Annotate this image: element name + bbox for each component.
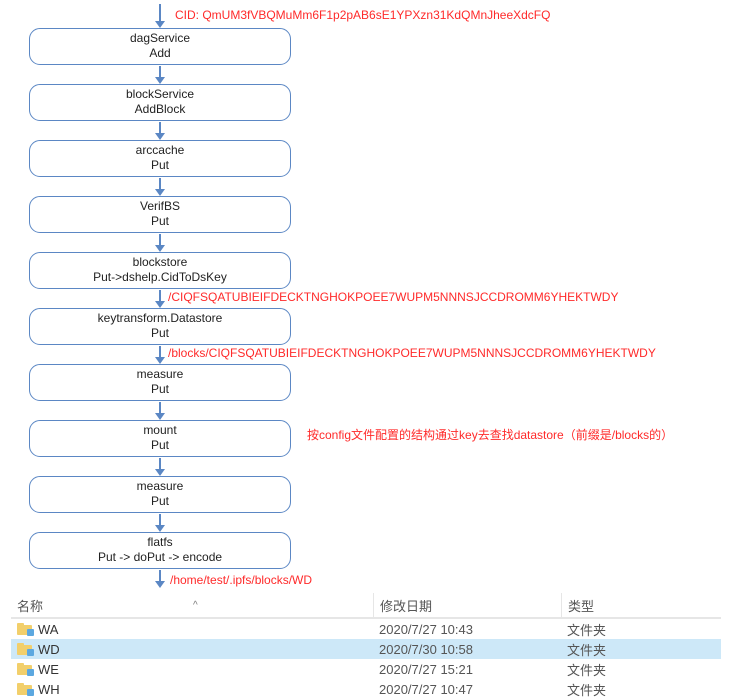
flow-node: VerifBSPut [29,196,291,233]
flow-arrow [159,4,161,22]
table-header-row[interactable]: 名称 ^ 修改日期 类型 [11,593,721,619]
flow-arrow [159,66,161,78]
file-type: 文件夹 [561,620,711,639]
column-header-date[interactable]: 修改日期 [373,593,561,617]
flow-node: keytransform.DatastorePut [29,308,291,345]
flow-node: measurePut [29,364,291,401]
flow-node-subtitle: Put -> doPut -> encode [34,550,286,565]
flow-node-title: flatfs [34,535,286,550]
annotation-text: /home/test/.ipfs/blocks/WD [170,573,312,587]
flow-node-subtitle: Put [34,158,286,173]
folder-icon [17,623,32,635]
file-date: 2020/7/27 10:47 [373,682,561,697]
sort-indicator-icon: ^ [193,600,198,611]
flow-node: dagServiceAdd [29,28,291,65]
file-name: WD [38,642,60,657]
annotation-cid: CID: QmUM3fVBQMuMm6F1p2pAB6sE1YPXzn31KdQ… [175,8,550,22]
table-row[interactable]: WD 2020/7/30 10:58文件夹 [11,639,721,659]
flow-node-title: measure [34,479,286,494]
flow-node-subtitle: Put [34,494,286,509]
flow-arrow [159,290,161,302]
file-explorer-table: 名称 ^ 修改日期 类型 WA2020/7/27 10:43文件夹WD2020/… [11,593,721,699]
flow-node: blockServiceAddBlock [29,84,291,121]
flow-arrow [159,346,161,358]
file-type: 文件夹 [561,660,711,679]
flow-node-title: keytransform.Datastore [34,311,286,326]
flow-node-subtitle: Put [34,382,286,397]
flow-arrow [159,402,161,414]
flow-node-title: measure [34,367,286,382]
folder-icon [17,643,32,655]
column-header-type[interactable]: 类型 [561,593,711,617]
file-name: WE [38,662,59,677]
flow-node: measurePut [29,476,291,513]
flow-node-subtitle: Put [34,438,286,453]
flow-arrow [159,514,161,526]
flow-node-subtitle: Put->dshelp.CidToDsKey [34,270,286,285]
file-date: 2020/7/27 10:43 [373,622,561,637]
flow-arrow [159,458,161,470]
flow-node-subtitle: Put [34,326,286,341]
file-name: WH [38,682,60,697]
annotation-text: /blocks/CIQFSQATUBIEIFDECKTNGHOKPOEE7WUP… [168,346,656,360]
flow-arrow [159,234,161,246]
flow-node-subtitle: Add [34,46,286,61]
flow-arrow [159,122,161,134]
flow-node: blockstorePut->dshelp.CidToDsKey [29,252,291,289]
annotation-text: 按config文件配置的结构通过key去查找datastore（前缀是/bloc… [307,426,673,443]
flow-arrow [159,178,161,190]
flow-node: arccachePut [29,140,291,177]
flow-node-title: dagService [34,31,286,46]
file-type: 文件夹 [561,680,711,699]
folder-icon [17,663,32,675]
table-row[interactable]: WE 2020/7/27 15:21文件夹 [11,659,721,679]
flow-node-subtitle: AddBlock [34,102,286,117]
flow-node-title: arccache [34,143,286,158]
flow-arrow [159,570,161,582]
file-name: WA [38,622,58,637]
flow-node-subtitle: Put [34,214,286,229]
flow-node-title: VerifBS [34,199,286,214]
flow-node-title: blockService [34,87,286,102]
column-header-name-label: 名称 [17,596,43,615]
flow-node: mountPut [29,420,291,457]
folder-icon [17,683,32,695]
file-date: 2020/7/27 15:21 [373,662,561,677]
table-row[interactable]: WA 2020/7/27 10:43文件夹 [11,619,721,639]
column-header-name[interactable]: 名称 ^ [11,596,373,615]
flow-node-title: mount [34,423,286,438]
flowchart-region: CID: QmUM3fVBQMuMm6F1p2pAB6sE1YPXzn31KdQ… [0,0,732,590]
file-type: 文件夹 [561,640,711,659]
flow-node-title: blockstore [34,255,286,270]
annotation-text: /CIQFSQATUBIEIFDECKTNGHOKPOEE7WUPM5NNNSJ… [168,290,618,304]
flow-node: flatfsPut -> doPut -> encode [29,532,291,569]
file-date: 2020/7/30 10:58 [373,642,561,657]
table-row[interactable]: WH 2020/7/27 10:47文件夹 [11,679,721,699]
column-header-date-label: 修改日期 [380,596,432,615]
column-header-type-label: 类型 [568,596,594,615]
